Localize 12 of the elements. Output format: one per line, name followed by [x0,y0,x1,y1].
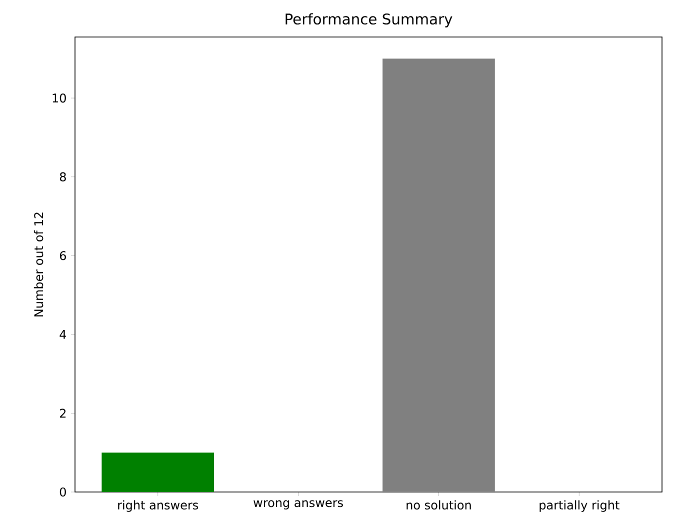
x-tick-label: right answers [118,500,198,512]
x-tick-label: partially right [540,500,620,512]
y-tick-label: 10 [52,94,66,103]
y-axis-title: Number out of 12 [34,212,44,316]
y-tick-label: 2 [60,408,66,418]
x-tick-label: wrong answers [254,500,343,510]
y-tick-label: 4 [60,330,66,339]
chart-title: Performance Summary [286,13,452,28]
x-tick-label: no solution [406,500,471,510]
y-tick-label: 8 [60,172,66,182]
y-tick-label: 0 [60,487,66,497]
y-tick-label: 6 [60,251,66,260]
